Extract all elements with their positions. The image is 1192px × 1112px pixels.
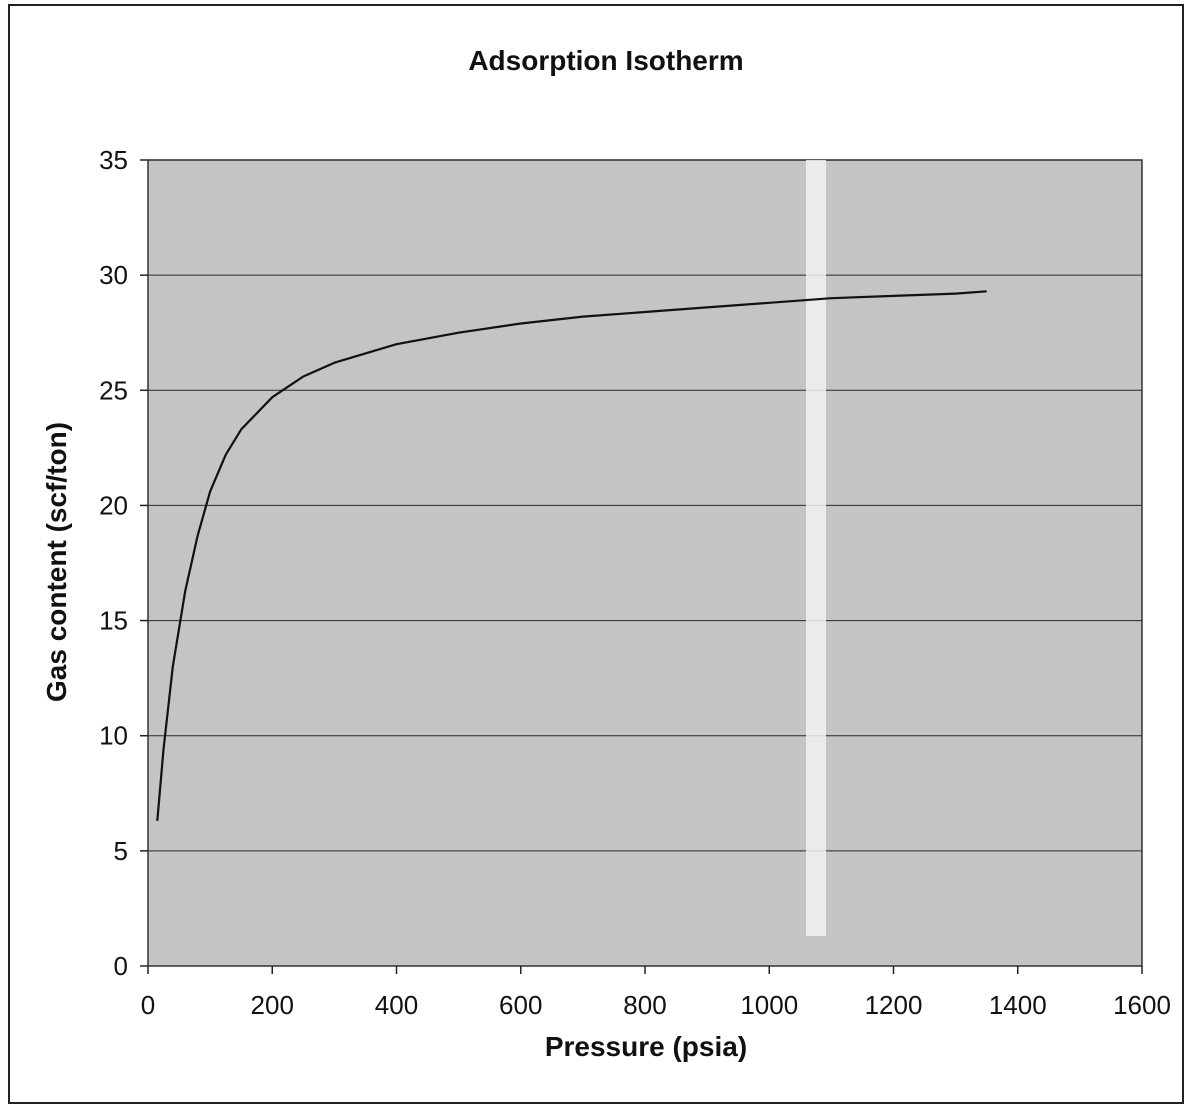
- y-tick-label-25: 25: [99, 375, 128, 405]
- x-tick-label-1200: 1200: [865, 990, 923, 1020]
- x-axis: 0 200 400 600 800 1000 1200 1400 1600: [141, 966, 1171, 1020]
- x-tick-label-1400: 1400: [989, 990, 1047, 1020]
- gridlines: [148, 159, 1142, 852]
- isotherm-curve: [156, 290, 987, 821]
- x-tick-label-600: 600: [499, 990, 542, 1020]
- x-tick-label-400: 400: [375, 990, 418, 1020]
- x-tick-label-1600: 1600: [1113, 990, 1171, 1020]
- y-axis: 0 5 10 15 20 25 30 35: [99, 145, 148, 981]
- x-tick-label-0: 0: [141, 990, 155, 1020]
- x-tick-label-200: 200: [251, 990, 294, 1020]
- x-tick-label-800: 800: [623, 990, 666, 1020]
- x-tick-label-1000: 1000: [740, 990, 798, 1020]
- y-tick-label-35: 35: [99, 145, 128, 175]
- x-axis-title: Pressure (psia): [545, 1031, 747, 1062]
- y-tick-label-0: 0: [114, 951, 128, 981]
- y-tick-label-10: 10: [99, 721, 128, 751]
- y-tick-label-15: 15: [99, 606, 128, 636]
- chart-title: Adsorption Isotherm: [468, 45, 743, 76]
- y-tick-label-30: 30: [99, 260, 128, 290]
- y-axis-title: Gas content (scf/ton): [41, 422, 72, 702]
- y-tick-label-5: 5: [114, 836, 128, 866]
- y-tick-label-20: 20: [99, 490, 128, 520]
- plot-area: [147, 159, 1143, 967]
